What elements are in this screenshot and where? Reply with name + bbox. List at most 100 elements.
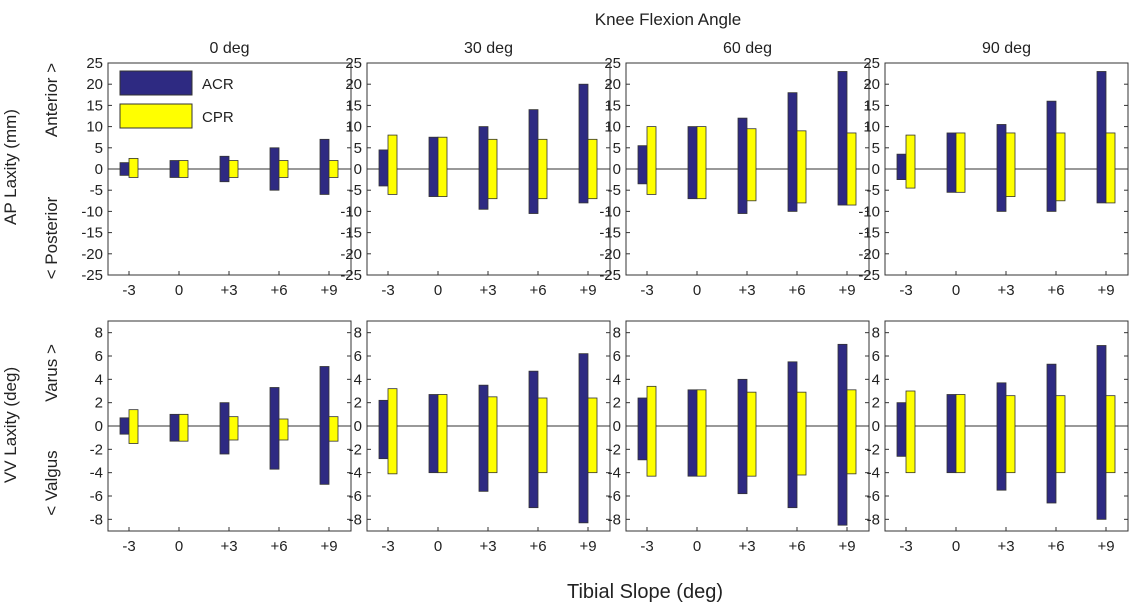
bar-acr-2 [219,402,230,455]
chart-panel-3: 60 deg 25 20 15 10 5 0 -5 -10 -15 -20 -25 -3 0 +3 +6 +9 [599,40,870,299]
bar-cpr-0 [905,134,916,189]
y-tick-label: -6 [90,488,103,505]
y-tick-label: -4 [867,465,880,482]
y-tick-label: -2 [349,441,362,458]
x-tick-label: -3 [122,282,135,299]
y-tick-label: 0 [872,418,880,435]
bar-acr-2 [996,124,1007,212]
bar-acr-4 [1096,345,1107,520]
bar-cpr-3 [278,160,289,178]
bar-acr-4 [578,353,589,524]
y-tick-label: -10 [858,203,880,220]
y-tick-label: 25 [863,55,880,72]
x-tick-label: +9 [838,538,855,555]
figure-title: Knee Flexion Angle [595,10,742,29]
y-tick-label: -20 [599,246,621,263]
y-tick-label: -2 [90,441,103,458]
bar-cpr-1 [696,389,707,477]
y-tick-label: 8 [95,325,103,342]
x-tick-label: -3 [640,538,653,555]
bar-acr-3 [528,370,539,509]
chart-panel-8: 8 6 4 2 0 -2 -4 -6 -8 -3 0 +3 +6 +9 [867,320,1129,555]
y-tick-label: -4 [349,465,362,482]
y-tick-label: 10 [86,119,103,136]
bar-acr-3 [528,109,539,214]
y-tick-label: -10 [81,203,103,220]
y-tick-label: 5 [95,140,103,157]
y-tick-label: 2 [872,395,880,412]
bar-acr-2 [219,155,230,183]
bar-acr-1 [946,394,957,474]
y-tick-label: -15 [81,225,103,242]
x-tick-label: +9 [1097,282,1114,299]
bar-cpr-4 [846,132,857,206]
bar-cpr-0 [128,157,139,178]
y-tick-label: -5 [867,182,880,199]
bar-acr-3 [787,361,798,509]
bar-cpr-1 [696,126,707,200]
y-tick-label: 5 [613,140,621,157]
x-tick-label: +3 [220,282,237,299]
vv-row-label: VV Laxity (deg) [1,367,20,483]
y-tick-label: -15 [340,225,362,242]
bar-cpr-0 [646,126,657,195]
vv-varus-label: Varus > [42,344,61,402]
y-tick-label: -4 [90,465,103,482]
y-tick-label: 0 [613,418,621,435]
bar-acr-4 [319,366,330,485]
y-tick-label: 4 [613,371,621,388]
y-tick-label: 0 [354,418,362,435]
y-tick-label: 2 [354,395,362,412]
panel-title: 90 deg [982,40,1031,57]
bar-acr-3 [269,147,280,191]
x-tick-label: +3 [738,282,755,299]
y-tick-label: 0 [354,161,362,178]
y-tick-label: -8 [608,511,621,528]
bar-cpr-3 [796,130,807,204]
bar-cpr-4 [1105,132,1116,204]
bar-acr-1 [687,126,698,200]
x-tick-label: 0 [952,282,960,299]
x-tick-label: 0 [434,538,442,555]
y-tick-label: 2 [95,395,103,412]
bar-cpr-2 [228,160,239,178]
y-tick-label: 5 [354,140,362,157]
x-tick-label: +6 [529,282,546,299]
x-tick-label: -3 [899,282,912,299]
x-tick-label: +6 [788,538,805,555]
y-tick-label: 10 [863,119,880,136]
y-tick-label: 15 [863,97,880,114]
y-tick-label: -6 [608,488,621,505]
ap-anterior-label: Anterior > [42,63,61,137]
bar-acr-2 [996,382,1007,491]
y-tick-label: -10 [340,203,362,220]
bar-acr-3 [1046,363,1057,504]
x-tick-label: -3 [640,282,653,299]
y-tick-label: 15 [345,97,362,114]
y-tick-label: -5 [349,182,362,199]
y-tick-label: -25 [858,267,880,284]
bar-cpr-1 [437,394,448,474]
bar-cpr-1 [178,413,189,442]
y-tick-label: -15 [599,225,621,242]
y-tick-label: 8 [613,325,621,342]
y-tick-label: 0 [613,161,621,178]
x-tick-label: -3 [381,282,394,299]
chart-panel-4: 90 deg 25 20 15 10 5 0 -5 -10 -15 -20 -25 -3 0 +3 +6 +9 [858,40,1129,299]
x-tick-label: 0 [952,538,960,555]
y-tick-label: -25 [81,267,103,284]
y-tick-label: -15 [858,225,880,242]
bar-cpr-2 [1005,395,1016,474]
bar-cpr-4 [846,389,857,475]
bar-cpr-2 [746,128,757,202]
bar-cpr-2 [228,416,239,441]
y-tick-label: -8 [349,511,362,528]
bar-acr-3 [1046,100,1057,212]
x-tick-label: +9 [579,282,596,299]
bar-acr-1 [169,413,180,442]
bar-cpr-2 [487,396,498,474]
x-tick-label: +3 [997,538,1014,555]
x-tick-label: +3 [220,538,237,555]
y-tick-label: 4 [872,371,880,388]
x-tick-label: +6 [788,282,805,299]
